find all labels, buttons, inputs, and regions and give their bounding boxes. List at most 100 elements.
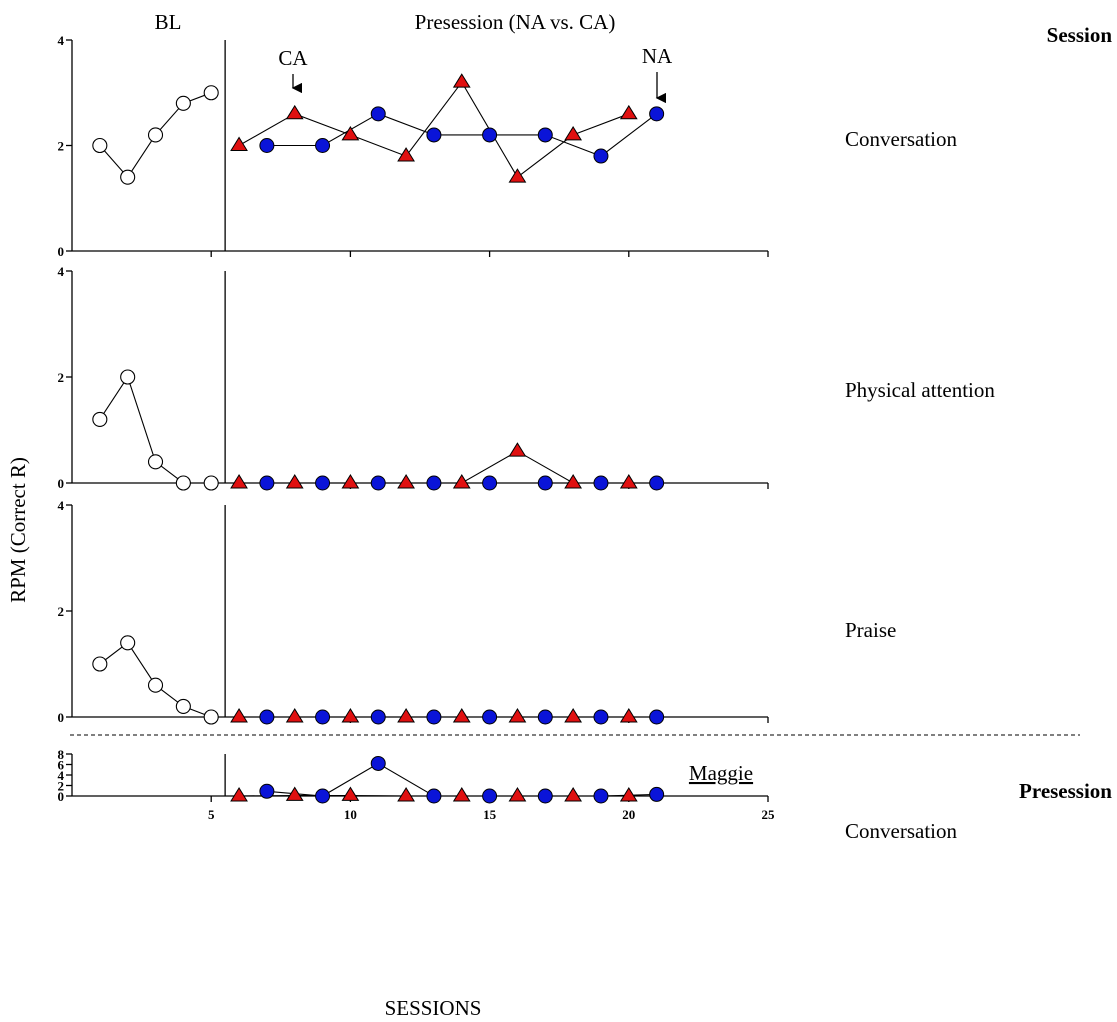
ca-point: [619, 104, 638, 120]
na-point: [426, 127, 442, 143]
bl-point: [147, 677, 164, 693]
ca-point: [452, 474, 471, 489]
ca-point: [285, 104, 304, 120]
y-tick-label: 2: [58, 604, 65, 619]
series-line-ca: [238, 81, 629, 179]
ca-point: [508, 168, 527, 183]
bl-point: [203, 475, 219, 491]
na-point: [593, 709, 609, 725]
panel-1: 0 2 4 Conversation: [58, 33, 958, 259]
ca-point: [397, 787, 415, 802]
ca-point: [230, 787, 248, 802]
na-point: [426, 475, 442, 491]
ca-point: [564, 125, 583, 141]
ca-point: [508, 708, 527, 723]
ca-point: [564, 474, 583, 489]
ca-point: [230, 136, 248, 151]
na-point: [370, 106, 386, 122]
na-point: [593, 475, 609, 491]
panel-2: 0 2 4 Physical attention: [58, 264, 996, 491]
ca-point: [619, 787, 638, 802]
y-tick-label: 4: [58, 264, 65, 279]
y-tick-label: 4: [58, 33, 65, 48]
na-point: [370, 755, 386, 771]
ca-point: [564, 787, 583, 802]
bl-point: [147, 127, 164, 143]
y-tick-label: 8: [58, 747, 65, 762]
na-point: [482, 127, 498, 143]
na-point: [315, 709, 331, 725]
ca-point: [341, 708, 360, 723]
ca-point: [508, 442, 527, 457]
bl-point: [120, 169, 136, 185]
ca-point: [619, 708, 638, 723]
y-tick-label: 2: [58, 139, 65, 154]
ca-point: [230, 708, 248, 723]
ca-point: [341, 786, 360, 801]
na-point: [482, 475, 498, 491]
ca-point: [397, 474, 415, 489]
y-tick-label: 0: [58, 789, 65, 804]
bl-point: [92, 137, 108, 154]
panel-label: Conversation: [845, 127, 957, 151]
ca-point: [564, 708, 583, 723]
x-tick-label: 15: [483, 807, 497, 822]
na-point: [537, 788, 553, 804]
x-tick-label: 10: [344, 807, 357, 822]
na-point: [649, 786, 665, 802]
na-point: [593, 788, 609, 804]
y-tick-label: 4: [58, 768, 65, 783]
bl-point: [92, 411, 108, 427]
na-point: [426, 709, 442, 725]
x-tick-label: 25: [762, 807, 776, 822]
na-point: [649, 709, 665, 725]
na-point: [315, 475, 331, 491]
ca-point: [341, 125, 360, 141]
na-point: [649, 106, 665, 122]
series-line-na: [266, 113, 657, 157]
ca-point: [452, 73, 471, 88]
na-point: [315, 138, 331, 153]
na-point: [426, 788, 442, 804]
bl-point: [120, 369, 136, 385]
na-arrow-label: NA: [642, 44, 673, 68]
panel-label: Physical attention: [845, 378, 995, 402]
na-point: [537, 475, 553, 491]
x-axis-title: SESSIONS: [385, 996, 482, 1020]
na-point: [370, 475, 386, 491]
y-axis-title: RPM (Correct R): [6, 457, 30, 603]
ca-point: [285, 474, 304, 489]
session-section-label: Session: [1047, 23, 1113, 47]
ca-point: [397, 147, 415, 162]
ca-point: [619, 474, 638, 489]
na-point: [315, 788, 331, 804]
bl-point: [175, 95, 191, 111]
panel-label: Praise: [845, 618, 896, 642]
y-tick-label: 6: [58, 758, 65, 773]
bl-point: [147, 454, 164, 470]
na-point: [593, 148, 609, 164]
na-point: [259, 709, 275, 725]
ca-point: [452, 787, 471, 802]
na-point: [259, 475, 275, 491]
na-point: [482, 788, 498, 804]
na-point: [649, 475, 665, 491]
ca-point: [452, 708, 471, 723]
bl-point: [92, 656, 108, 672]
na-point: [537, 709, 553, 725]
participant-label: Maggie: [689, 761, 753, 785]
ca-point: [397, 708, 415, 723]
bl-point: [120, 635, 136, 651]
ca-arrow-label: CA: [278, 46, 308, 70]
bl-point: [203, 709, 219, 725]
na-point: [537, 127, 553, 143]
y-tick-label: 4: [58, 498, 65, 513]
y-tick-label: 0: [58, 244, 65, 259]
baseline-phase-label: BL: [155, 10, 182, 34]
na-point: [259, 783, 275, 799]
presession-section-label: Presession: [1019, 779, 1112, 803]
bl-point: [175, 698, 191, 714]
na-point: [259, 138, 275, 153]
